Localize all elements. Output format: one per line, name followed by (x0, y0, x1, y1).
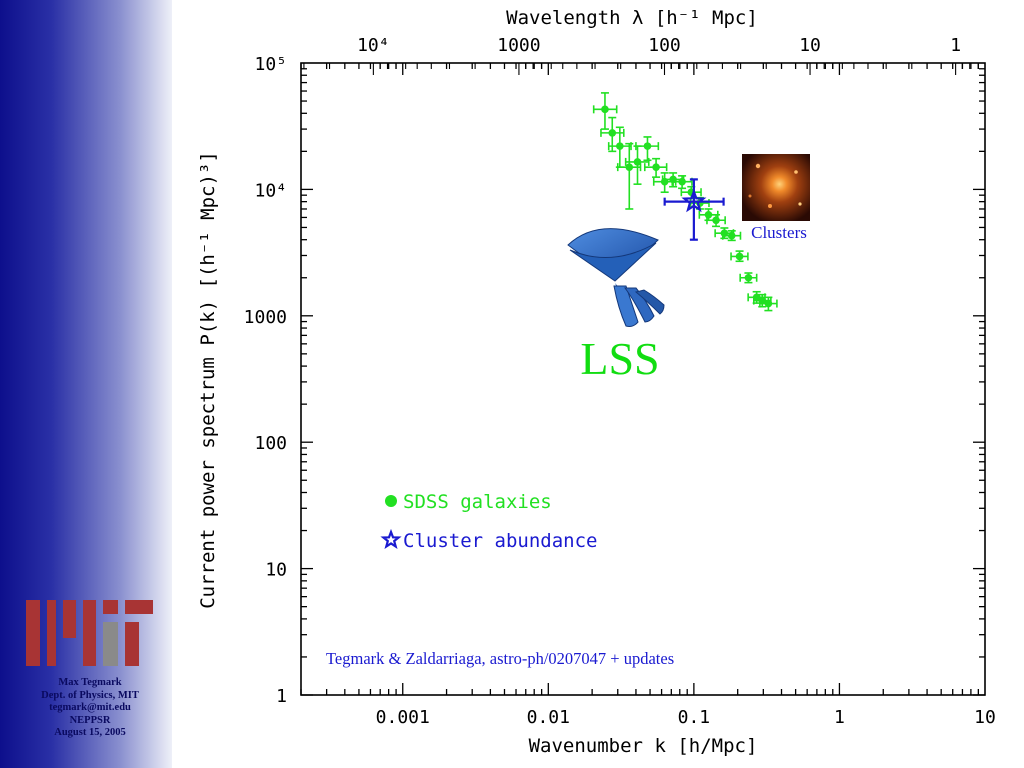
data-point (652, 163, 660, 171)
data-point (727, 231, 736, 240)
legend-sdss-marker (385, 495, 397, 507)
y-axis-title: Current power spectrum P(k) [(h⁻¹ Mpc)³] (197, 151, 219, 609)
plot-frame (300, 62, 986, 696)
x-tick-label: 1 (834, 707, 845, 728)
top-tick-label: 10 (799, 35, 821, 56)
top-tick-label: 100 (648, 35, 681, 56)
clusters-label: Clusters (751, 223, 807, 242)
author-email[interactable]: tegmark@mit.edu (49, 702, 131, 713)
data-point-star (681, 188, 707, 213)
y-tick-label: 10⁴ (254, 180, 287, 201)
y-tick-label: 10 (265, 560, 287, 581)
x-tick-labels: 0.001 0.01 0.1 1 10 (376, 707, 996, 728)
y-tick-label: 10⁵ (254, 54, 287, 75)
y-tick-labels: 1 10 100 1000 10⁴ 10⁵ (244, 54, 287, 707)
data-point (625, 163, 634, 171)
legend-cluster-label: Cluster abundance (403, 530, 597, 552)
top-tick-label: 1000 (497, 35, 540, 56)
x-tick-label: 10 (974, 707, 996, 728)
author-footer: Max Tegmark Dept. of Physics, MIT tegmar… (0, 677, 180, 740)
y-tick-label: 1 (276, 686, 287, 707)
data-point (643, 142, 652, 150)
data-point (744, 273, 753, 282)
citation-text: Tegmark & Zaldarriaga, astro-ph/0207047 … (326, 649, 674, 668)
y-tick-label: 1000 (244, 307, 287, 328)
data-point (633, 158, 642, 166)
mit-logo-icon (26, 600, 153, 666)
data-point (764, 299, 773, 308)
data-point (678, 177, 686, 186)
legend: SDSS galaxies Cluster abundance (380, 491, 597, 552)
y-tick-label: 100 (254, 433, 287, 454)
data-point (704, 210, 713, 219)
legend-sdss-label: SDSS galaxies (403, 491, 552, 513)
top-tick-label: 10⁴ (357, 35, 390, 56)
event-name: NEPPSR (69, 714, 111, 726)
x-tick-label: 0.1 (678, 707, 711, 728)
cluster-abundance-series (663, 178, 725, 241)
data-point (735, 252, 744, 261)
data-point (608, 129, 617, 137)
event-date: August 15, 2005 (54, 727, 126, 738)
data-point (601, 105, 609, 114)
legend-cluster-marker (380, 528, 402, 550)
x-tick-label: 0.001 (376, 707, 430, 728)
top-tick-label: 1 (950, 35, 961, 56)
galaxy-survey-wedge-icon (567, 228, 665, 327)
galaxy-cluster-image-icon (742, 154, 810, 221)
data-point (616, 142, 624, 150)
top-tick-labels: 10⁴ 1000 100 10 1 (357, 35, 961, 56)
x-axis-title: Wavenumber k [h/Mpc] (529, 735, 758, 757)
lss-label: LSS (580, 333, 659, 384)
data-point (712, 216, 720, 225)
x-tick-label: 0.01 (527, 707, 570, 728)
top-axis-title: Wavelength λ [h⁻¹ Mpc] (506, 7, 758, 29)
axes-ticks (300, 63, 985, 696)
author-name: Max Tegmark (58, 677, 122, 688)
author-affiliation: Dept. of Physics, MIT (41, 689, 139, 701)
